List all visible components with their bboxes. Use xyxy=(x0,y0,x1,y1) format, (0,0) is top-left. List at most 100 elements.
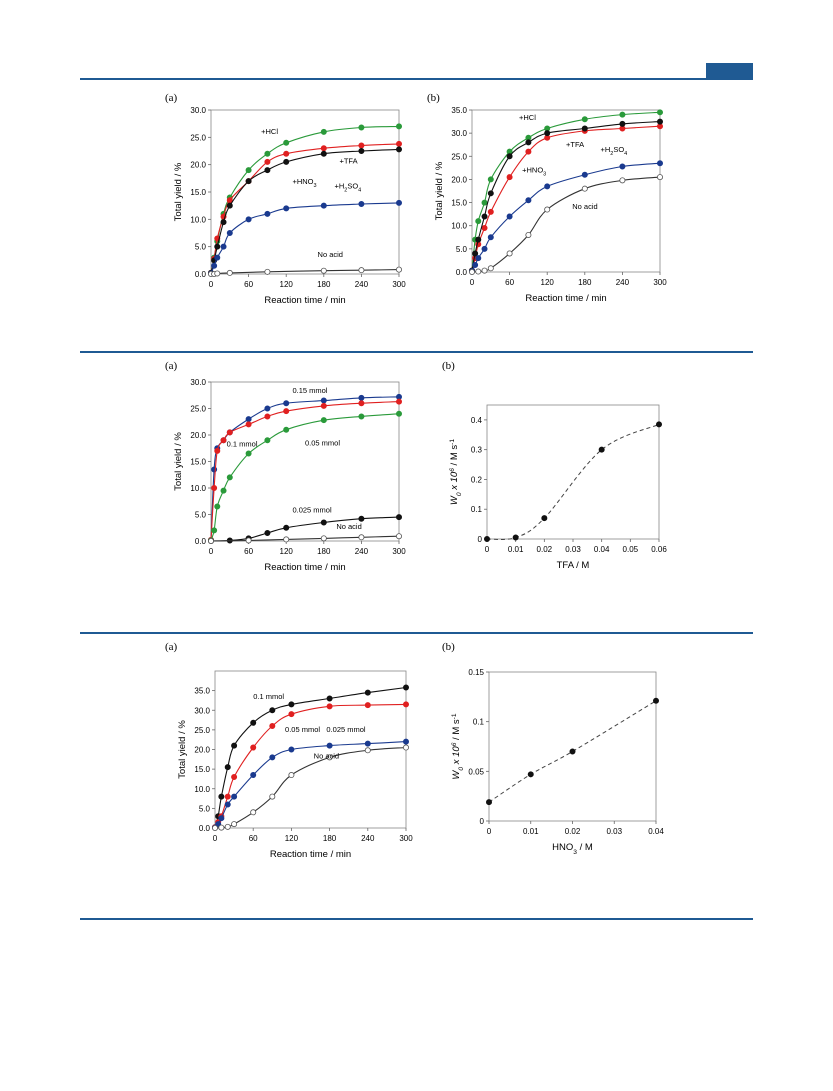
data-point xyxy=(245,416,252,423)
data-point xyxy=(358,142,365,149)
data-point xyxy=(487,234,494,241)
series-line xyxy=(210,269,400,275)
data-point xyxy=(653,697,660,704)
data-point xyxy=(250,772,257,779)
data-point xyxy=(581,125,588,132)
x-tick-label: 300 xyxy=(392,547,406,556)
label-part: 6 xyxy=(451,742,458,746)
data-point xyxy=(541,515,548,522)
data-point xyxy=(264,167,271,174)
x-tick-label: 0.03 xyxy=(565,545,581,554)
plot-frame xyxy=(471,109,661,273)
label-part: 0 xyxy=(456,492,463,496)
y-tick-label: 15.0 xyxy=(190,458,206,467)
plot-frame xyxy=(210,381,400,542)
data-point xyxy=(283,158,290,165)
data-point xyxy=(224,823,231,830)
axis-label: Total yield / % xyxy=(173,432,184,491)
data-point xyxy=(364,689,371,696)
data-point xyxy=(544,183,551,190)
x-tick-label: 120 xyxy=(541,278,555,287)
data-point xyxy=(395,398,402,405)
x-tick-label: 0.05 xyxy=(623,545,639,554)
series-annotation: No acid xyxy=(336,522,361,531)
y-tick-label: 10.0 xyxy=(190,215,206,224)
x-tick-label: 240 xyxy=(355,280,369,289)
annotation-part: No acid xyxy=(336,522,361,531)
chart-panel-3: 0 60 120 180 240 300 0.0 5.0 10.0 15.0 20.0 25.0 30.… xyxy=(173,378,406,573)
data-point xyxy=(326,703,333,710)
data-point xyxy=(364,747,371,754)
data-point xyxy=(245,178,252,185)
y-tick-label: 10.0 xyxy=(190,484,206,493)
y-tick-label: 20.0 xyxy=(194,746,210,755)
data-point xyxy=(264,158,271,165)
x-tick-label: 0 xyxy=(209,280,214,289)
data-point xyxy=(472,262,479,269)
data-point xyxy=(358,124,365,131)
y-tick-label: 10.0 xyxy=(194,785,210,794)
data-point xyxy=(487,176,494,183)
x-tick-label: 0.01 xyxy=(508,545,524,554)
data-point xyxy=(283,426,290,433)
data-point xyxy=(358,201,365,208)
series-annotation: No acid xyxy=(572,202,597,211)
series-annotation: No acid xyxy=(314,752,339,761)
x-tick-label: 0.02 xyxy=(565,827,581,836)
y-tick-label: 20.0 xyxy=(190,431,206,440)
data-point xyxy=(395,514,402,521)
data-point xyxy=(226,269,233,276)
y-tick-label: 0.0 xyxy=(195,270,207,279)
label-part: Reaction time / min xyxy=(525,293,606,304)
data-point xyxy=(395,123,402,130)
y-tick-label: 15.0 xyxy=(190,188,206,197)
label-part: Total yield / % xyxy=(434,161,445,220)
series-annotation: 0.05 mmol xyxy=(285,725,320,734)
y-tick-label: 0.0 xyxy=(199,824,211,833)
data-point xyxy=(326,695,333,702)
label-part: Reaction time / min xyxy=(264,295,345,306)
data-point xyxy=(506,213,513,220)
annotation-part: 0.025 mmol xyxy=(326,725,366,734)
data-point xyxy=(402,684,409,691)
series-annotation: No acid xyxy=(318,250,343,259)
data-point xyxy=(581,171,588,178)
data-point xyxy=(283,536,290,543)
series-line xyxy=(210,125,400,274)
data-point xyxy=(224,801,231,808)
series-annotation: +HCl xyxy=(519,113,536,122)
data-point xyxy=(226,202,233,209)
panel-label: (a) xyxy=(165,92,178,104)
data-point xyxy=(468,268,475,275)
data-point xyxy=(525,148,532,155)
annotation-part: No acid xyxy=(314,752,339,761)
y-tick-label: 15.0 xyxy=(194,765,210,774)
axis-label: Total yield / % xyxy=(177,720,188,779)
y-tick-label: 20.0 xyxy=(190,161,206,170)
data-point xyxy=(598,446,605,453)
annotation-part: No acid xyxy=(318,250,343,259)
series-annotation: 0.1 mmol xyxy=(227,440,258,449)
data-point xyxy=(512,534,519,541)
x-tick-label: 240 xyxy=(361,834,375,843)
series-annotation: 0.1 mmol xyxy=(253,692,284,701)
x-tick-label: 0 xyxy=(487,827,492,836)
series-annotation: 0.025 mmol xyxy=(326,725,366,734)
data-point xyxy=(288,772,295,779)
data-point xyxy=(487,265,494,272)
x-tick-label: 120 xyxy=(285,834,299,843)
axis-label: Reaction time / min xyxy=(525,293,606,304)
annotation-part: 0.1 mmol xyxy=(253,692,284,701)
data-point xyxy=(364,740,371,747)
data-point xyxy=(358,400,365,407)
data-point xyxy=(525,197,532,204)
y-tick-label: 0.1 xyxy=(473,718,485,727)
data-point xyxy=(320,128,327,135)
data-point xyxy=(475,255,482,262)
data-point xyxy=(364,702,371,709)
label-part: W xyxy=(449,495,460,505)
data-point xyxy=(481,225,488,232)
y-tick-label: 5.0 xyxy=(456,245,468,254)
data-point xyxy=(320,267,327,274)
data-point xyxy=(475,218,482,225)
